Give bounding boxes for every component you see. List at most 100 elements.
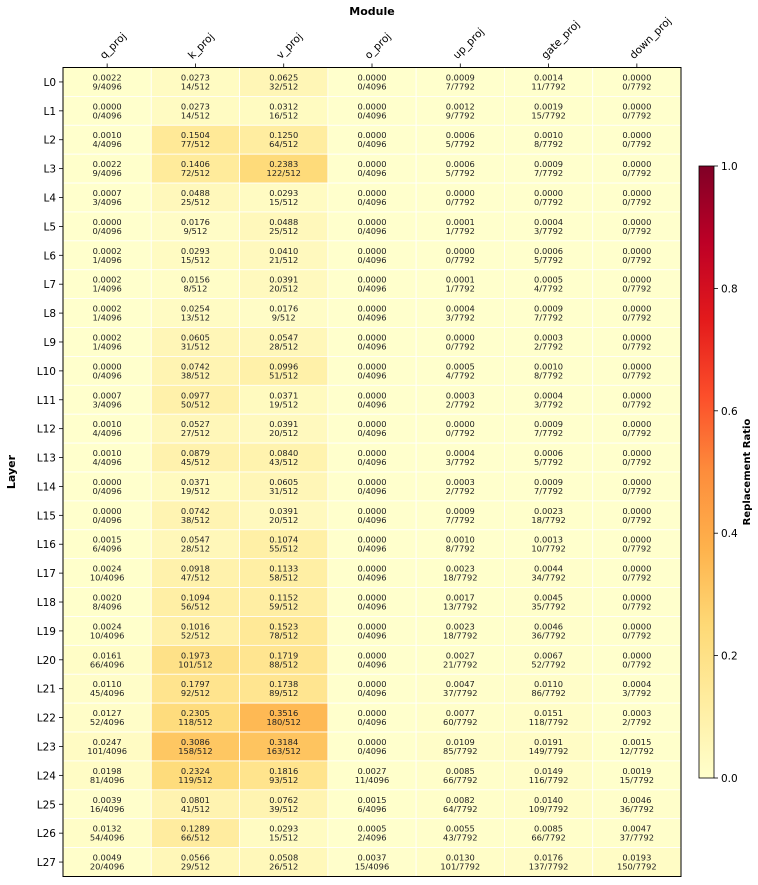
cell-count-label: 21/512: [269, 255, 298, 265]
row-label: L9: [43, 337, 56, 349]
cell-count-label: 50/512: [181, 399, 210, 409]
heatmap-cell: [592, 211, 682, 242]
cell-count-label: 5/7792: [534, 255, 563, 265]
heatmap-cell: [327, 298, 417, 328]
cell-count-label: 45/4096: [90, 688, 124, 698]
cell-value-label: 0.0000: [446, 332, 475, 342]
cell-count-label: 158/512: [178, 746, 212, 756]
cell-value-label: 0.0000: [93, 506, 122, 516]
cell-value-label: 0.0005: [357, 824, 386, 834]
cell-count-label: 0/4096: [357, 139, 386, 149]
cell-count-label: 137/7792: [529, 862, 569, 872]
heatmap-cell: [504, 673, 594, 704]
cell-count-label: 2/4096: [357, 833, 386, 843]
cell-count-label: 15/512: [181, 255, 210, 265]
cell-count-label: 20/512: [269, 515, 298, 525]
cell-count-label: 37/7792: [620, 833, 654, 843]
cell-value-label: 0.0002: [93, 304, 122, 314]
cell-value-label: 0.0000: [93, 101, 122, 111]
column-labels: q_proj k_proj v_proj o_proj up_proj gate_proj…: [98, 15, 674, 68]
heatmap-cell: [150, 644, 240, 675]
heatmap-cell: [150, 269, 240, 300]
cell-count-label: 0/7792: [622, 370, 651, 380]
cell-value-label: 0.0000: [357, 217, 386, 227]
cell-count-label: 16/512: [269, 110, 298, 120]
cell-value-label: 0.0176: [534, 853, 563, 863]
colorbar-tick-label: 0.2: [721, 651, 738, 663]
cell-value-label: 0.0000: [622, 72, 651, 82]
cell-count-label: 0/4096: [357, 602, 386, 612]
cell-value-label: 0.0000: [357, 650, 386, 660]
cell-value-label: 0.1133: [269, 564, 298, 574]
cell-value-label: 0.0009: [446, 72, 475, 82]
cell-count-label: 86/7792: [531, 688, 565, 698]
heatmap-cell: [415, 847, 505, 877]
heatmap-cell: [150, 356, 240, 386]
cell-value-label: 0.0000: [622, 130, 651, 140]
cell-value-label: 0.0000: [622, 650, 651, 660]
chart-title: Module: [349, 5, 394, 18]
cell-count-label: 10/4096: [90, 630, 124, 640]
cell-value-label: 0.0007: [93, 188, 122, 198]
cell-count-label: 0/4096: [357, 544, 386, 554]
cell-count-label: 59/512: [269, 602, 298, 612]
heatmap-cell: [415, 529, 505, 560]
heatmap-cell: [150, 95, 240, 126]
cell-value-label: 0.3184: [269, 737, 298, 747]
cell-count-label: 5/7792: [446, 168, 475, 178]
cell-value-label: 0.0742: [181, 361, 210, 371]
cell-count-label: 0/4096: [357, 630, 386, 640]
column-label: v_proj: [274, 31, 305, 62]
cell-count-label: 119/512: [178, 775, 212, 785]
cell-count-label: 0/7792: [446, 255, 475, 265]
cell-value-label: 0.0049: [93, 853, 122, 863]
cell-count-label: 54/4096: [90, 833, 124, 843]
heatmap-cell: [327, 471, 417, 502]
heatmap-cell: [239, 500, 329, 531]
heatmap-cell: [327, 240, 417, 271]
cell-value-label: 0.0110: [93, 679, 122, 689]
heatmap-cell: [504, 818, 594, 849]
cell-count-label: 11/4096: [355, 775, 389, 785]
cell-value-label: 0.0198: [93, 766, 122, 776]
cell-count-label: 10/7792: [531, 544, 565, 554]
heatmap-cell: [150, 471, 240, 502]
cell-value-label: 0.1523: [269, 621, 298, 631]
heatmap-cell: [239, 558, 329, 588]
cell-value-label: 0.0039: [93, 795, 122, 805]
cell-value-label: 0.0127: [93, 708, 122, 718]
cell-value-label: 0.0027: [357, 766, 386, 776]
cell-count-label: 38/512: [181, 515, 210, 525]
cell-value-label: 0.0007: [93, 390, 122, 400]
cell-value-label: 0.0000: [357, 448, 386, 458]
heatmap-cell: [504, 182, 594, 213]
heatmap-cell: [504, 269, 594, 300]
cell-count-label: 26/512: [269, 862, 298, 872]
cell-count-label: 18/7792: [443, 630, 477, 640]
cell-value-label: 0.0000: [357, 304, 386, 314]
heatmap-cell: [62, 95, 152, 126]
cell-count-label: 7/7792: [446, 81, 475, 91]
heatmap-cell: [415, 153, 505, 184]
cell-value-label: 0.0010: [446, 535, 475, 545]
heatmap-cell: [150, 731, 240, 762]
cell-value-label: 0.0000: [357, 506, 386, 516]
cell-count-label: 0/4096: [93, 110, 122, 120]
cell-value-label: 0.0055: [446, 824, 475, 834]
heatmap-cell: [150, 789, 240, 820]
cell-value-label: 0.0996: [269, 361, 298, 371]
cell-value-label: 0.0254: [181, 304, 210, 314]
heatmap-cell: [327, 95, 417, 126]
cell-value-label: 0.0023: [534, 506, 563, 516]
cell-value-label: 0.1738: [269, 679, 298, 689]
cell-value-label: 0.0047: [446, 679, 475, 689]
cell-value-label: 0.0000: [357, 679, 386, 689]
heatmap-cell: [592, 182, 682, 213]
cell-count-label: 8/7792: [534, 139, 563, 149]
cell-count-label: 9/512: [183, 226, 207, 236]
cell-count-label: 9/4096: [93, 168, 122, 178]
cell-count-label: 118/512: [178, 717, 212, 727]
row-label: L14: [37, 481, 57, 493]
cell-value-label: 0.0000: [622, 361, 651, 371]
heatmap-cell: [415, 327, 505, 357]
